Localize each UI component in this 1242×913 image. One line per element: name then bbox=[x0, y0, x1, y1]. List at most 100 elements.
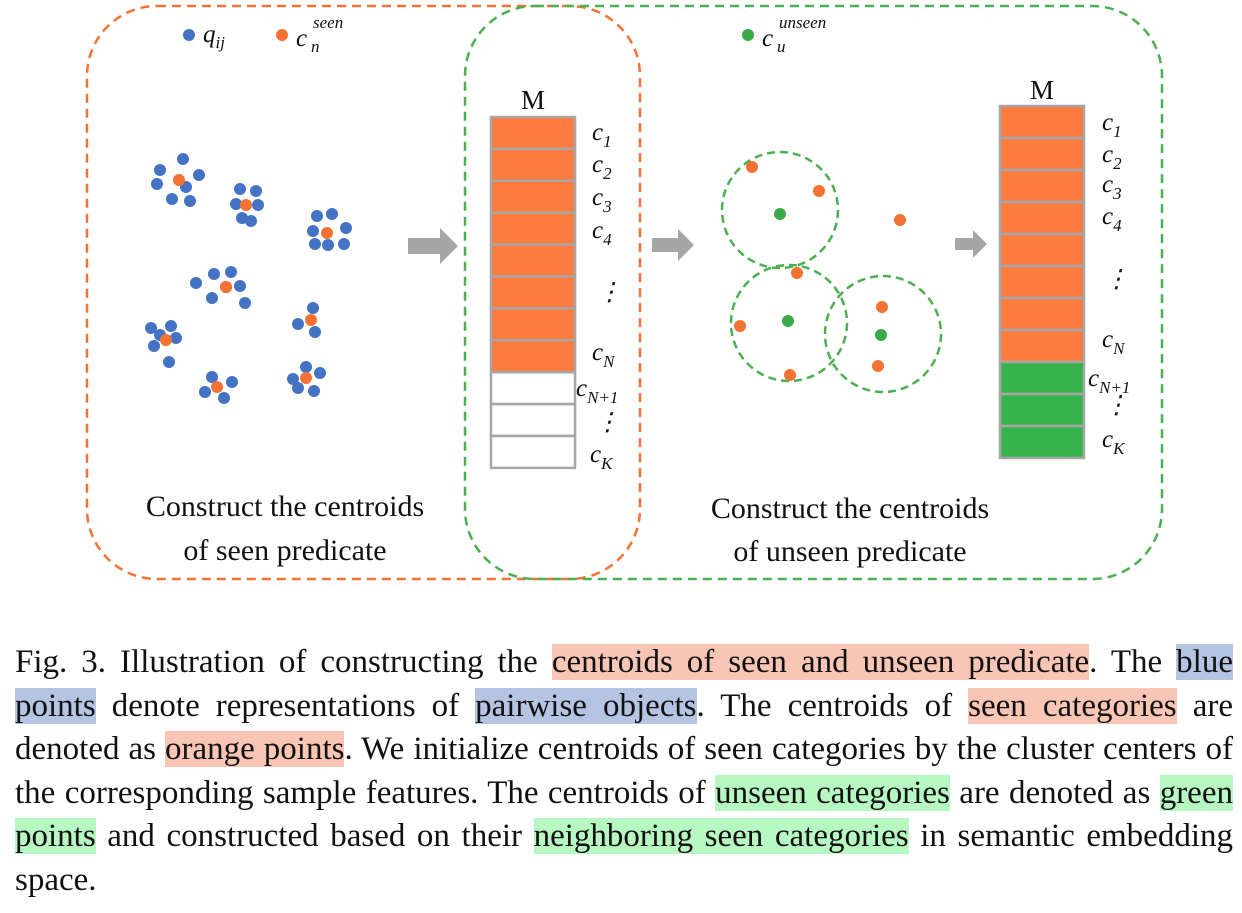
matrix-row-label: c1 bbox=[1102, 109, 1122, 141]
green-point bbox=[782, 315, 794, 327]
neighborhood-circle bbox=[729, 263, 849, 383]
orange-point bbox=[305, 314, 317, 326]
blue-point bbox=[239, 297, 251, 309]
blue-point bbox=[148, 340, 160, 352]
matrix-left-title: M bbox=[521, 85, 545, 115]
matrix-row-label: cN+1 bbox=[1088, 365, 1130, 397]
matrix-row-label: c3 bbox=[592, 184, 612, 216]
orange-point bbox=[746, 161, 758, 173]
highlight-centroids: centroids of seen and unseen predicate bbox=[551, 644, 1090, 680]
matrix-cell-empty bbox=[489, 434, 577, 470]
seen-point-clusters bbox=[145, 153, 352, 404]
legend-seen-subscript: n bbox=[311, 37, 320, 56]
arrow-right-icon bbox=[408, 228, 458, 264]
figure-caption: Fig. 3. Illustration of constructing the… bbox=[15, 641, 1233, 902]
highlight-orange-points: orange points bbox=[165, 731, 345, 767]
blue-point bbox=[226, 376, 238, 388]
matrix-row-label: cK bbox=[590, 441, 614, 473]
legend: qij c seen n c unseen u bbox=[183, 13, 826, 56]
matrix-cell-seen bbox=[998, 200, 1086, 236]
neighborhood-circle bbox=[823, 274, 943, 394]
matrix-cell-seen bbox=[489, 115, 577, 151]
blue-point bbox=[234, 183, 246, 195]
highlight-unseen-categories: unseen categories bbox=[715, 774, 950, 811]
matrix-row-label: c4 bbox=[1102, 203, 1122, 235]
caption-text: Fig. 3. Illustration of constructing the bbox=[15, 644, 552, 680]
caption-text: are denoted as bbox=[15, 687, 1233, 768]
orange-point bbox=[220, 281, 232, 293]
orange-point bbox=[791, 267, 803, 279]
matrix-row-label: c4 bbox=[592, 217, 612, 249]
caption-text: . The bbox=[1089, 644, 1177, 680]
matrix-cell-unseen bbox=[998, 360, 1086, 396]
arrow-right-icon bbox=[955, 230, 987, 258]
blue-point bbox=[193, 169, 205, 181]
matrix-row-label: ⋮ bbox=[1104, 392, 1129, 419]
blue-point bbox=[252, 199, 264, 211]
matrix-row-label: c2 bbox=[592, 151, 612, 183]
blue-point bbox=[292, 318, 304, 330]
blue-point bbox=[184, 195, 196, 207]
blue-point bbox=[170, 332, 182, 344]
matrix-row-label: c2 bbox=[1102, 141, 1122, 173]
arrow-right-icon bbox=[652, 229, 694, 261]
matrix-cell-seen bbox=[489, 147, 577, 183]
legend-q-symbol: q bbox=[203, 21, 216, 48]
matrix-row-label: ⋮ bbox=[597, 279, 622, 306]
matrix-row-label: cK bbox=[1102, 426, 1126, 458]
blue-point bbox=[309, 238, 321, 250]
left-caption-line2: of seen predicate bbox=[183, 534, 386, 567]
green-point bbox=[774, 208, 786, 220]
legend-seen-superscript: seen bbox=[313, 13, 343, 32]
matrix-row-label: cN bbox=[592, 339, 616, 371]
right-caption-line2: of unseen predicate bbox=[733, 535, 966, 568]
legend-blue-dot bbox=[183, 29, 195, 41]
orange-point bbox=[173, 174, 185, 186]
matrix-right bbox=[998, 104, 1086, 460]
blue-point bbox=[145, 322, 157, 334]
right-caption-line1: Construct the centroids bbox=[711, 492, 989, 525]
matrix-cell-seen bbox=[998, 104, 1086, 140]
blue-point bbox=[234, 280, 246, 292]
blue-point bbox=[177, 153, 189, 165]
matrix-row-label: cN bbox=[1102, 326, 1126, 358]
blue-point bbox=[311, 210, 323, 222]
blue-point bbox=[292, 382, 304, 394]
blue-point bbox=[236, 212, 248, 224]
blue-point bbox=[287, 373, 299, 385]
blue-point bbox=[163, 356, 175, 368]
blue-point bbox=[218, 392, 230, 404]
orange-point bbox=[160, 334, 172, 346]
arrows bbox=[408, 228, 987, 264]
highlight-seen-categories: seen categories bbox=[968, 687, 1177, 724]
matrix-cell-seen bbox=[998, 328, 1086, 364]
blue-point bbox=[309, 326, 321, 338]
matrix-row-label: c1 bbox=[592, 119, 612, 151]
matrix-row-label: cN+1 bbox=[576, 375, 618, 407]
caption-text: . We initialize centroids of seen catego… bbox=[15, 731, 1234, 811]
blue-point bbox=[206, 292, 218, 304]
caption-text: in semantic embedding space. bbox=[15, 818, 1233, 898]
green-point bbox=[875, 329, 887, 341]
left-caption-line1: Construct the centroids bbox=[146, 490, 424, 523]
orange-point bbox=[784, 369, 796, 381]
blue-point bbox=[308, 385, 320, 397]
blue-point bbox=[154, 164, 166, 176]
matrix-cell-seen bbox=[489, 275, 577, 310]
matrix-cell-unseen bbox=[998, 392, 1086, 428]
matrix-cell-seen bbox=[998, 296, 1086, 332]
orange-point bbox=[813, 185, 825, 197]
blue-point bbox=[307, 302, 319, 314]
blue-point bbox=[326, 208, 338, 220]
orange-point bbox=[876, 301, 888, 313]
matrix-cell-seen bbox=[998, 232, 1086, 268]
matrix-cell-empty bbox=[489, 370, 577, 406]
blue-point bbox=[307, 225, 319, 237]
caption-text: . The centroids of bbox=[696, 687, 969, 724]
unseen-neighborhoods bbox=[720, 150, 943, 394]
orange-point bbox=[240, 199, 252, 211]
matrix-cell-seen bbox=[489, 179, 577, 214]
legend-seen-symbol: c bbox=[296, 25, 307, 52]
